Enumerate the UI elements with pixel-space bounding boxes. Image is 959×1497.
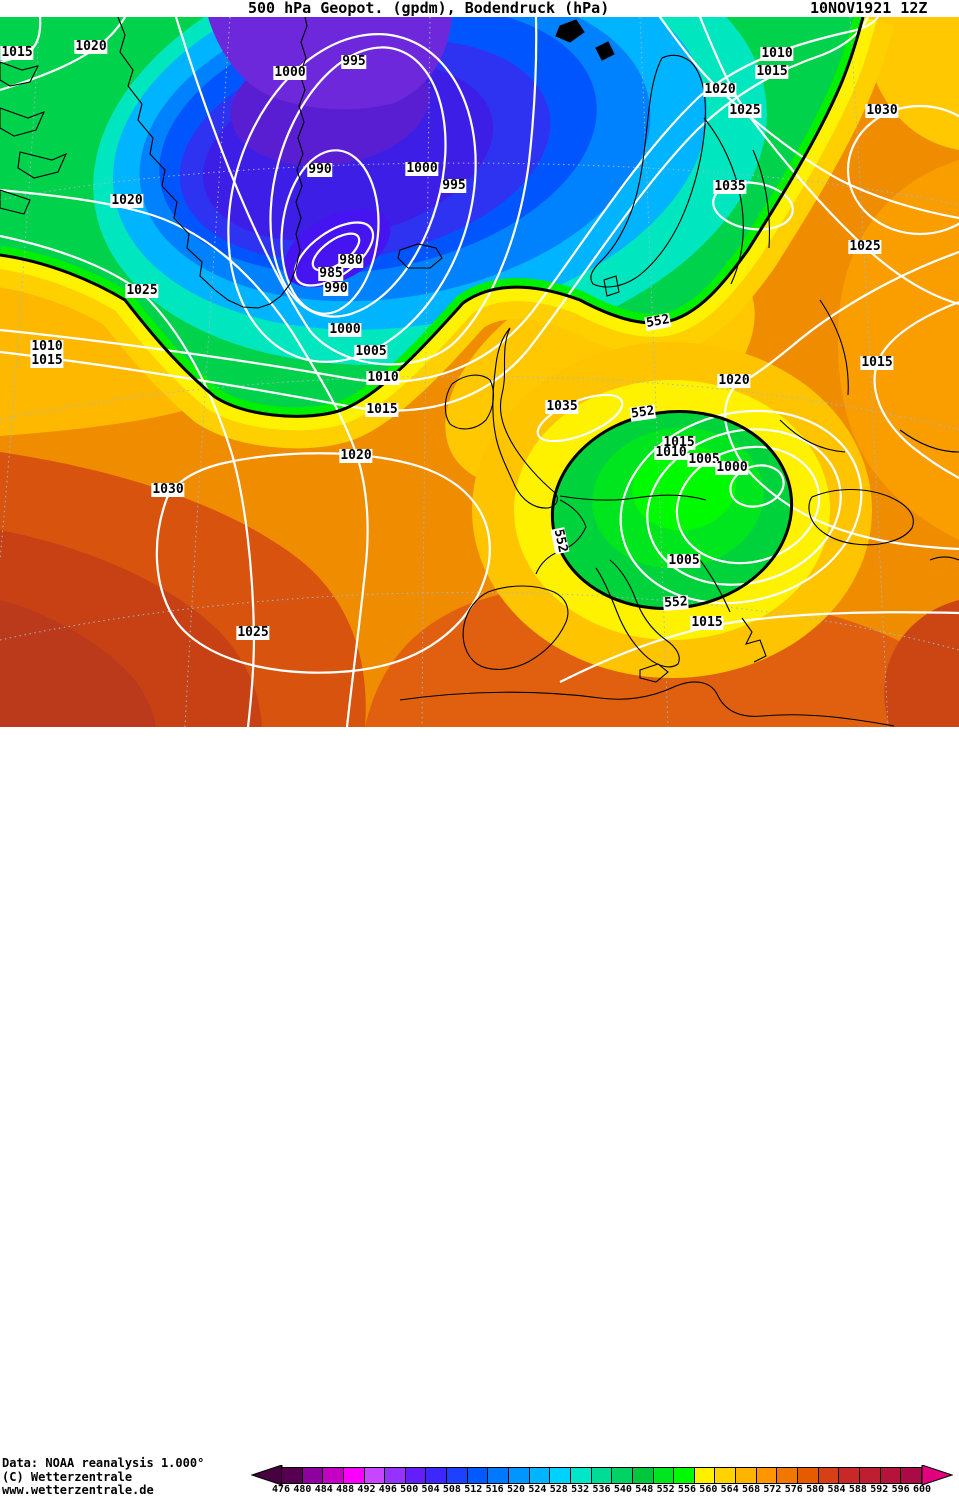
colorbar-tick-label: 516 — [485, 1484, 504, 1495]
colorbar-tick-label: 568 — [742, 1484, 761, 1495]
website-text: www.wetterzentrale.de — [2, 1483, 154, 1497]
colorbar-tick-label: 584 — [827, 1484, 846, 1495]
colorbar-cell — [528, 1468, 550, 1483]
colorbar-tick-label: 564 — [720, 1484, 739, 1495]
colorbar-cell — [342, 1468, 364, 1483]
colorbar-cell — [611, 1468, 632, 1483]
map-title: 500 hPa Geopot. (gpdm), Bodendruck (hPa) — [248, 0, 610, 17]
colorbar-cell — [404, 1468, 426, 1483]
colorbar-tick-labels: 476 480 484 488 492 496 500 504 508 512 516 520 524 5… — [272, 1484, 931, 1497]
colorbar-tick-label: 576 — [784, 1484, 803, 1495]
colorbar-tick-label: 560 — [699, 1484, 718, 1495]
colorbar-tick-label: 480 — [293, 1484, 312, 1495]
colorbar-tick-label: 476 — [271, 1484, 291, 1495]
colorbar-cell — [425, 1468, 447, 1483]
map-area — [0, 17, 959, 727]
colorbar-left-arrow-icon — [251, 1465, 283, 1486]
colorbar-cell — [301, 1468, 323, 1483]
colorbar-cell — [508, 1468, 529, 1483]
colorbar-tick-label: 548 — [635, 1484, 654, 1495]
weather-map-canvas — [0, 17, 959, 727]
isobar-lines — [0, 17, 959, 727]
colorbar-cell — [673, 1468, 694, 1483]
colorbar-tick-label: 532 — [571, 1484, 590, 1495]
colorbar-tick-label: 596 — [891, 1484, 910, 1495]
colorbar-cell — [487, 1468, 509, 1483]
colorbar-cell — [652, 1468, 674, 1483]
colorbar-tick-label: 520 — [507, 1484, 526, 1495]
colorbar-cell — [858, 1468, 880, 1483]
colorbar-cell — [776, 1468, 798, 1483]
colorbar-tick-label: 524 — [528, 1484, 547, 1495]
colorbar-tick-label: 504 — [421, 1484, 440, 1495]
colorbar-cell — [322, 1468, 343, 1483]
colorbar-tick-label: 508 — [442, 1484, 461, 1495]
footer-bar: Data: NOAA reanalysis 1.000° (C) Wetterz… — [0, 727, 959, 1497]
colorbar-cell — [631, 1468, 653, 1483]
colorbar-tick-label: 492 — [357, 1484, 376, 1495]
colorbar-cell — [735, 1468, 756, 1483]
colorbar-cell — [900, 1468, 921, 1483]
colorbar-tick-label: 496 — [378, 1484, 397, 1495]
colorbar-cell — [879, 1468, 901, 1483]
colorbar-cell — [755, 1468, 777, 1483]
map-datetime: 10NOV1921 12Z — [810, 0, 928, 17]
colorbar-cell — [569, 1468, 591, 1483]
colorbar-cell — [363, 1468, 385, 1483]
colorbar-cell — [693, 1468, 715, 1483]
colorbar-right-arrow-icon — [921, 1465, 953, 1486]
colorbar-tick-label: 552 — [656, 1484, 675, 1495]
colorbar-cell — [817, 1468, 839, 1483]
copyright-text: (C) Wetterzentrale — [2, 1470, 133, 1484]
colorbar-tick-label: 588 — [848, 1484, 867, 1495]
colorbar-tick-label: 572 — [763, 1484, 782, 1495]
colorbar-cell — [282, 1468, 302, 1483]
colorbar-cell — [714, 1468, 736, 1483]
colorbar-tick-label: 512 — [464, 1484, 483, 1495]
colorbar-cell — [466, 1468, 488, 1483]
colorbar-cell — [590, 1468, 612, 1483]
colorbar-tick-label: 528 — [549, 1484, 568, 1495]
colorbar-tick-label: 488 — [336, 1484, 355, 1495]
data-source-text: Data: NOAA reanalysis 1.000° — [2, 1456, 205, 1470]
colorbar-tick-label: 484 — [314, 1484, 333, 1495]
colorbar-tick-label: 556 — [677, 1484, 696, 1495]
colorbar-tick-label: 540 — [613, 1484, 632, 1495]
colorbar-tick-label: 536 — [592, 1484, 611, 1495]
colorbar-tick-label: 500 — [400, 1484, 419, 1495]
colorbar-cell — [838, 1468, 859, 1483]
colorbar-cell — [549, 1468, 570, 1483]
colorbar — [281, 1467, 922, 1484]
colorbar-cell — [384, 1468, 405, 1483]
title-bar: 500 hPa Geopot. (gpdm), Bodendruck (hPa)… — [0, 0, 959, 17]
colorbar-tick-label: 592 — [870, 1484, 889, 1495]
colorbar-cell — [797, 1468, 818, 1483]
colorbar-tick-label: 580 — [806, 1484, 825, 1495]
colorbar-cell — [446, 1468, 467, 1483]
coastlines — [0, 17, 959, 727]
